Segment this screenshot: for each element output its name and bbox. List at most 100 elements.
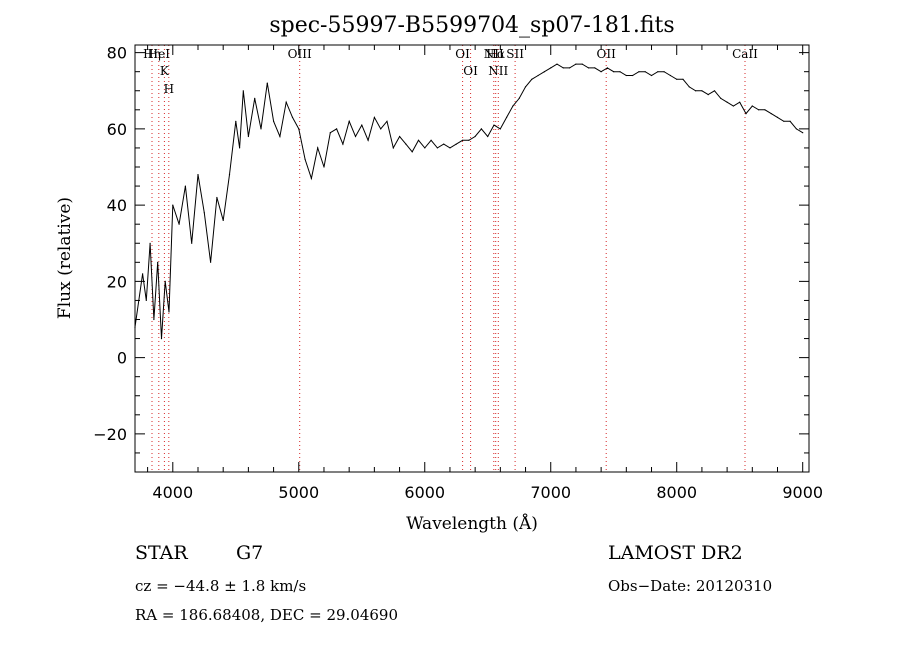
spectrum-point (625, 74, 627, 77)
spectrum-point (594, 67, 596, 69)
spectrum-point (191, 242, 193, 244)
spectrum-point (172, 204, 174, 206)
spectrum-point (304, 158, 306, 160)
y-tick-label: 80 (107, 44, 127, 63)
spectrum-point (247, 135, 249, 138)
spectrum-point (770, 113, 772, 115)
survey-name: LAMOST DR2 (608, 542, 743, 564)
spectrum-point (632, 74, 634, 77)
spectrum-point (323, 166, 325, 168)
spectrum-point (430, 139, 432, 141)
spectrum-point (210, 261, 212, 263)
spectrum-point (424, 147, 426, 149)
spectrum-point (663, 71, 665, 73)
spectrum-point (443, 143, 445, 145)
x-tick-label: 4000 (152, 483, 193, 502)
spectrum-point (373, 116, 375, 118)
spectrum-point (512, 105, 514, 107)
spectrum-point (550, 67, 552, 69)
spectrum-point (184, 185, 186, 187)
coordinates-info: RA = 186.68408, DEC = 29.04690 (135, 606, 398, 624)
marker-label: OI (455, 47, 470, 61)
spectrum-point (745, 113, 747, 115)
spectrum-point (386, 120, 388, 122)
plot-frame (134, 44, 810, 473)
observation-date: Obs−Date: 20120310 (608, 577, 772, 595)
marker-label: OIII (288, 47, 312, 61)
spectrum-point (575, 63, 577, 65)
spectrum-point (417, 139, 420, 141)
spectrum-point (291, 116, 294, 118)
spectrum-point (392, 147, 394, 149)
spectrum-point (537, 74, 539, 77)
spectrum-point (354, 135, 357, 138)
object-class: STAR (135, 542, 188, 564)
spectrum-point (524, 86, 527, 88)
y-tick-label: −20 (93, 425, 127, 444)
spectrum-point (581, 63, 583, 65)
x-tick-label: 6000 (404, 483, 445, 502)
spectrum-point (228, 174, 231, 176)
spectrum-point (342, 143, 344, 145)
spectrum-point (562, 67, 564, 69)
spectrum-point (682, 78, 684, 80)
spectrum-point (222, 219, 224, 221)
marker-label: OII (597, 47, 617, 61)
marker-label: K (160, 64, 170, 78)
y-tick-label: 60 (107, 120, 127, 139)
marker-label: OI (463, 64, 478, 78)
spectrum-point (235, 120, 237, 122)
spectrum-point (695, 90, 697, 92)
spectrum-point (462, 139, 464, 141)
spectrum-point (411, 151, 413, 153)
spectrum-point (669, 74, 672, 77)
spectrum-point (164, 280, 166, 282)
x-tick-label: 7000 (530, 483, 571, 502)
spectrum-point (587, 67, 590, 69)
spectrum-point (707, 94, 709, 96)
emission-line-markers (151, 45, 746, 472)
spectrum-point (726, 101, 728, 103)
spectrum-point (399, 135, 401, 138)
marker-label: H (164, 82, 174, 96)
spectrum-point (317, 147, 319, 149)
spectrum-point (776, 116, 779, 118)
object-subclass: G7 (236, 542, 263, 564)
spectrum-point (285, 101, 287, 103)
spectrum-line (134, 63, 803, 339)
spectrum-point (789, 120, 791, 122)
spectrum-point (142, 273, 144, 275)
spectrum-point (254, 97, 256, 99)
spectrum-point (613, 71, 615, 73)
spectrum-point (657, 71, 659, 73)
spectrum-point (506, 116, 508, 118)
spectrum-point (160, 338, 163, 340)
y-tick-label: 0 (117, 349, 127, 368)
marker-label: NII (484, 47, 504, 61)
spectrum-point (499, 128, 501, 130)
spectrum-point (157, 261, 159, 263)
spectrum-point (436, 147, 438, 149)
marker-label: HeI (148, 47, 171, 61)
spectrum-point (455, 143, 457, 145)
spectrum-point (487, 135, 489, 138)
spectrum-point (701, 90, 703, 92)
spectrum-point (732, 105, 735, 107)
spectrum-point (468, 139, 470, 141)
spectrum-point (606, 67, 609, 69)
marker-label: Hη (143, 47, 161, 61)
spectrum-point (720, 97, 722, 99)
spectrum-point (638, 71, 640, 73)
spectrum-point (260, 128, 262, 130)
spectrum-point (650, 74, 653, 77)
spectrum-point (449, 147, 451, 149)
x-axis-label: Wavelength (Å) (406, 513, 538, 534)
spectrum-point (795, 128, 798, 130)
marker-label: Hα (486, 47, 505, 61)
marker-label: CaII (732, 47, 758, 61)
spectrum-point (153, 318, 155, 321)
chart-title: spec-55997-B5599704_sp07-181.fits (269, 13, 674, 38)
spectrum-series (134, 63, 804, 340)
